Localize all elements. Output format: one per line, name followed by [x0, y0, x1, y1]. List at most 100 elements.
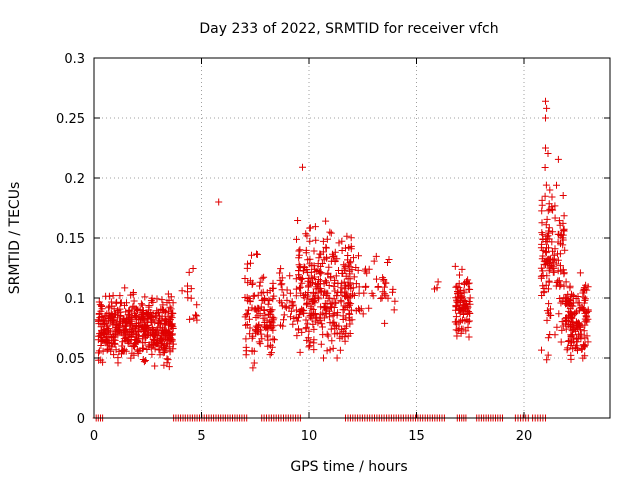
data-point [318, 320, 326, 328]
data-point [184, 282, 191, 290]
data-point [455, 306, 463, 314]
data-point [338, 247, 346, 254]
data-point [169, 299, 177, 307]
data-point [377, 295, 385, 302]
data-point [580, 327, 588, 335]
data-point [121, 284, 129, 292]
data-point [296, 284, 303, 292]
data-point [341, 337, 349, 345]
data-point [286, 272, 294, 280]
data-point [263, 289, 271, 297]
x-tick-label: 15 [408, 429, 425, 444]
data-point [381, 319, 389, 327]
data-point [280, 316, 287, 324]
data-point [319, 331, 327, 339]
data-point [560, 227, 568, 235]
data-point [330, 295, 338, 303]
data-point [566, 312, 574, 320]
data-point [115, 324, 123, 332]
data-point [168, 310, 176, 318]
data-point [334, 309, 342, 317]
data-point [542, 144, 549, 152]
data-point [250, 359, 258, 367]
data-point [574, 299, 582, 307]
data-point [137, 300, 145, 308]
data-point [116, 312, 124, 319]
data-point [215, 198, 223, 206]
data-point [277, 281, 285, 289]
data-point [311, 223, 319, 231]
data-point [298, 275, 306, 282]
data-point [302, 324, 310, 332]
data-point [544, 207, 552, 215]
data-point [337, 284, 345, 292]
data-point [166, 329, 174, 337]
data-point [114, 325, 122, 333]
data-point [544, 150, 552, 157]
data-point [305, 275, 313, 282]
data-point [567, 331, 575, 339]
data-point [102, 324, 110, 332]
data-point [312, 317, 320, 325]
data-point [456, 271, 463, 279]
data-point [326, 294, 334, 302]
data-point [108, 313, 116, 321]
data-point [292, 275, 300, 283]
data-point [539, 231, 547, 239]
data-point [147, 344, 155, 352]
data-point [252, 314, 260, 321]
data-point [345, 299, 353, 307]
data-point [149, 298, 157, 306]
data-point [577, 330, 585, 338]
data-point [584, 307, 592, 315]
data-point [119, 322, 127, 330]
data-point [114, 306, 122, 314]
data-point [580, 342, 588, 350]
data-point [178, 287, 186, 295]
data-point [458, 265, 466, 273]
data-point [559, 192, 567, 199]
data-point [581, 295, 589, 303]
data-point [355, 305, 362, 313]
data-point [385, 256, 393, 263]
data-point [246, 298, 254, 306]
data-point [161, 326, 169, 334]
data-point [107, 347, 115, 355]
data-point [373, 275, 380, 283]
data-point [335, 239, 343, 247]
data-point [316, 270, 324, 278]
data-point [452, 326, 460, 334]
data-point [109, 333, 117, 341]
data-point [346, 310, 354, 318]
data-point [303, 232, 311, 240]
data-point [338, 270, 346, 277]
data-point [317, 340, 325, 348]
data-point [550, 268, 558, 276]
data-point [306, 312, 314, 320]
data-point [545, 277, 553, 285]
data-point [293, 235, 300, 243]
data-point [575, 306, 583, 314]
data-point [322, 243, 330, 251]
data-point [557, 338, 565, 346]
data-point [554, 267, 562, 275]
data-point [546, 186, 554, 194]
data-point [339, 316, 347, 323]
data-point [134, 349, 142, 357]
data-point [297, 283, 304, 291]
data-point [462, 327, 470, 335]
data-point [346, 320, 354, 328]
data-point [302, 316, 310, 324]
data-point [389, 288, 396, 296]
data-point [241, 275, 249, 282]
data-point [333, 354, 341, 362]
data-point [562, 315, 569, 323]
data-point [554, 277, 562, 285]
data-point [95, 298, 103, 306]
data-point [293, 332, 301, 340]
data-point [545, 300, 553, 308]
data-point [108, 343, 116, 351]
data-point [550, 258, 558, 266]
data-point [569, 291, 577, 299]
